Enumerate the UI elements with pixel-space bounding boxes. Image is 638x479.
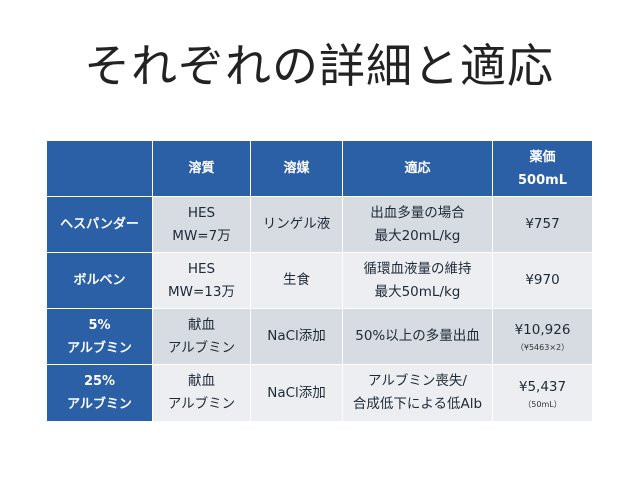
- row-name: 25% アルブミン: [46, 364, 153, 422]
- solvent-cell: 生食: [250, 252, 343, 309]
- solvent-cell: NaCl添加: [250, 364, 343, 422]
- row-name-line: 25%: [83, 374, 116, 389]
- row-name-line: 5%: [88, 317, 111, 333]
- indication-cell: 50%以上の多量出血: [342, 308, 493, 365]
- price-value: ¥10,926: [514, 322, 571, 338]
- row-name-line: ヘスパンダー: [60, 217, 139, 232]
- table-header-row: 溶質 溶媒 適応 薬価 500mL: [46, 140, 593, 197]
- header-corner: [46, 140, 153, 197]
- solvent-cell: リンゲル液: [250, 196, 343, 253]
- price-cell: ¥5,437 （50mL）: [492, 364, 593, 422]
- row-name-line: ボルベン: [73, 273, 126, 288]
- header-price-line: 薬価: [529, 149, 556, 165]
- solute-line: 献血: [188, 373, 215, 389]
- solute-cell: HES MW=7万: [152, 196, 251, 253]
- row-name: ボルベン: [46, 252, 153, 309]
- indication-line: 循環血液量の維持: [363, 260, 472, 277]
- solute-line: HES: [187, 260, 216, 277]
- row-name-line: アルブミン: [67, 340, 132, 356]
- table-row: 5% アルブミン 献血 アルブミン NaCl添加 50%以上の多量出血 ¥10,…: [46, 308, 593, 365]
- table-row: ヘスパンダー HES MW=7万 リンゲル液 出血多量の場合 最大20mL/kg…: [46, 196, 593, 253]
- price-value: ¥5,437: [518, 378, 567, 395]
- solvent-line: リンゲル液: [262, 216, 331, 232]
- indication-line: アルブミン喪失/: [368, 373, 467, 389]
- price-note: （50mL）: [523, 399, 562, 409]
- price-cell: ¥757: [492, 196, 593, 253]
- solvent-line: NaCl添加: [267, 328, 326, 344]
- header-price-volume: 500mL: [518, 172, 567, 188]
- comparison-table: 溶質 溶媒 適応 薬価 500mL ヘスパンダー HES MW=7万 リンゲル液…: [46, 140, 593, 422]
- header-indication: 適応: [342, 140, 493, 197]
- solute-line: MW=7万: [172, 227, 231, 244]
- header-solvent: 溶媒: [250, 140, 343, 197]
- solute-line: HES: [187, 204, 216, 221]
- indication-line: 50%以上の多量出血: [355, 328, 480, 344]
- table-row: 25% アルブミン 献血 アルブミン NaCl添加 アルブミン喪失/ 合成低下に…: [46, 364, 593, 422]
- price-cell: ¥970: [492, 252, 593, 309]
- solvent-line: 生食: [283, 272, 310, 288]
- indication-line: 合成低下による低Alb: [352, 396, 483, 412]
- indication-line: 最大20mL/kg: [374, 227, 461, 244]
- header-solute: 溶質: [152, 140, 251, 197]
- slide-title: それぞれの詳細と適応: [84, 39, 554, 93]
- price-note: （¥5463×2）: [515, 343, 570, 352]
- indication-cell: 循環血液量の維持 最大50mL/kg: [342, 252, 493, 309]
- price-value: ¥970: [525, 272, 560, 288]
- solute-cell: 献血 アルブミン: [152, 364, 251, 422]
- solvent-cell: NaCl添加: [250, 308, 343, 365]
- solute-cell: HES MW=13万: [152, 252, 251, 309]
- row-name: 5% アルブミン: [46, 308, 153, 365]
- header-price: 薬価 500mL: [492, 140, 593, 197]
- solute-line: MW=13万: [168, 283, 235, 300]
- indication-line: 最大50mL/kg: [374, 283, 461, 300]
- row-name: ヘスパンダー: [46, 196, 153, 253]
- indication-line: 出血多量の場合: [370, 204, 465, 221]
- solute-line: アルブミン: [167, 396, 236, 412]
- indication-cell: 出血多量の場合 最大20mL/kg: [342, 196, 493, 253]
- solute-line: 献血: [188, 316, 215, 333]
- solute-line: アルブミン: [167, 339, 236, 356]
- indication-cell: アルブミン喪失/ 合成低下による低Alb: [342, 364, 493, 422]
- solute-cell: 献血 アルブミン: [152, 308, 251, 365]
- row-name-line: アルブミン: [67, 397, 132, 412]
- price-cell: ¥10,926 （¥5463×2）: [492, 308, 593, 365]
- solvent-line: NaCl添加: [267, 384, 326, 401]
- price-value: ¥757: [525, 216, 560, 232]
- table-row: ボルベン HES MW=13万 生食 循環血液量の維持 最大50mL/kg ¥9…: [46, 252, 593, 309]
